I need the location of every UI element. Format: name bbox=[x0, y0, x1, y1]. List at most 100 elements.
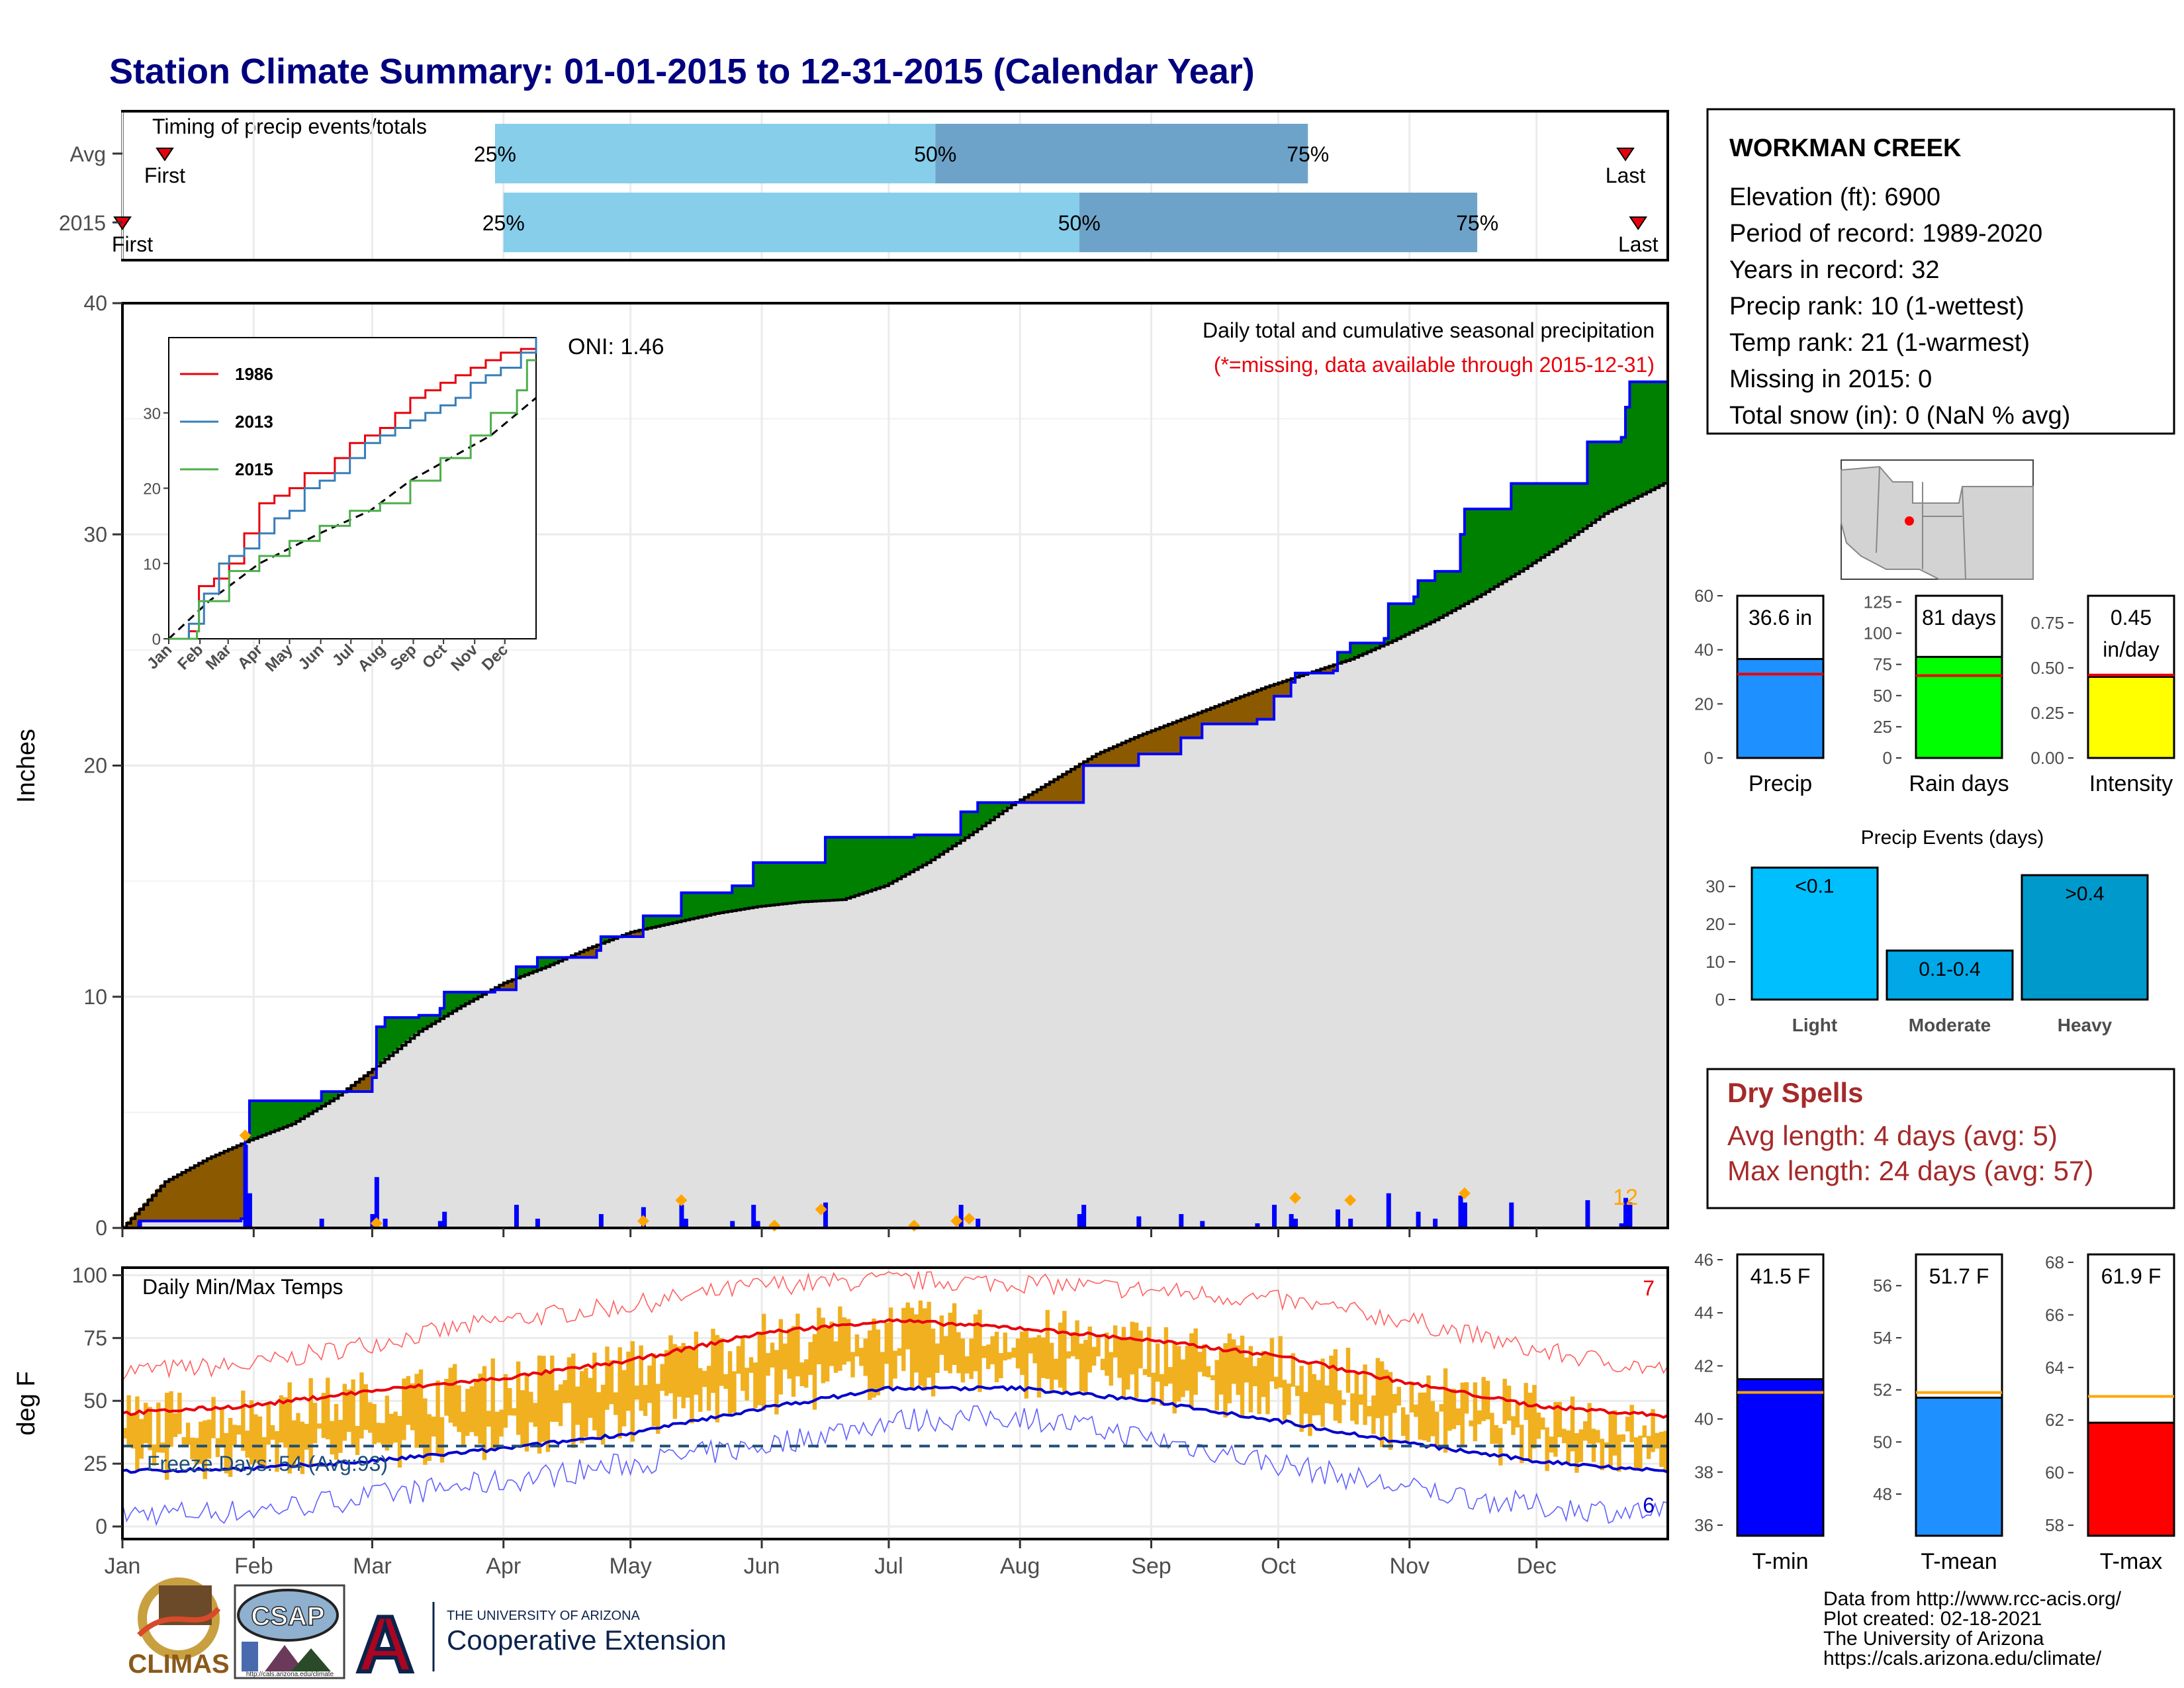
daily-precip-bar-21 bbox=[976, 1219, 981, 1228]
summary-ytick-T-min: 38 bbox=[1694, 1462, 1713, 1482]
record-count: 12 bbox=[1613, 1185, 1638, 1210]
temp-ytick: 0 bbox=[95, 1515, 107, 1538]
daily-precip-bar-32 bbox=[1348, 1219, 1353, 1228]
dry-spells-avg: Avg length: 4 days (avg: 5) bbox=[1727, 1120, 2058, 1151]
summary-ytick-T-max: 64 bbox=[2045, 1358, 2064, 1378]
daily-precip-bar-38 bbox=[1509, 1202, 1514, 1228]
station-info-line-5: Missing in 2015: 0 bbox=[1729, 365, 1932, 393]
coop-big-text: Cooperative Extension bbox=[447, 1624, 727, 1656]
logo-university: A THE UNIVERSITY OF ARIZONA Cooperative … bbox=[355, 1598, 727, 1688]
summary-value-unit-Intensity: in/day bbox=[2103, 637, 2159, 661]
timing-q75-label-1: 75% bbox=[1456, 211, 1498, 235]
summary-ytick-T-min: 46 bbox=[1694, 1250, 1713, 1270]
inset-series-1986 bbox=[169, 345, 537, 640]
summary-ytick-Intensity: 0.00 bbox=[2030, 748, 2064, 768]
summary-ytick-T-mean: 56 bbox=[1873, 1276, 1892, 1295]
daily-precip-bar-8 bbox=[442, 1211, 447, 1228]
event-bin-label-1: 0.1-0.4 bbox=[1919, 959, 1980, 980]
month-label: Oct bbox=[1261, 1554, 1296, 1579]
event-bar-Heavy bbox=[2021, 874, 2149, 1001]
record-max-count: 7 bbox=[1643, 1276, 1655, 1300]
temp-ytick: 50 bbox=[83, 1389, 107, 1413]
station-location-dot bbox=[1905, 516, 1914, 526]
location-map bbox=[1841, 459, 2034, 580]
inset-ytick: 0 bbox=[152, 631, 161, 649]
month-label: Apr bbox=[486, 1554, 521, 1579]
climas-logo-text: CLIMAS bbox=[128, 1650, 229, 1679]
timing-bar-q50-0 bbox=[935, 124, 1308, 183]
dry-spells-title: Dry Spells bbox=[1727, 1077, 1863, 1108]
daily-precip-bar-6 bbox=[383, 1219, 388, 1228]
daily-precip-bar-4 bbox=[370, 1214, 375, 1228]
summary-ytick-Rain days: 125 bbox=[1864, 592, 1892, 612]
precip-ytick: 40 bbox=[83, 291, 107, 315]
timing-last-marker-0 bbox=[1616, 148, 1635, 162]
logo-csap: CSAP http://cals.arizona.edu/climate bbox=[234, 1584, 345, 1679]
timing-bar-q25-1 bbox=[503, 193, 1079, 252]
inset-ytick: 30 bbox=[143, 405, 161, 423]
daily-temp-range-bars bbox=[122, 1300, 1668, 1480]
month-label: Sep bbox=[1131, 1554, 1171, 1579]
daily-precip-bar-27 bbox=[1255, 1223, 1260, 1228]
summary-ytick-T-mean: 48 bbox=[1873, 1484, 1892, 1504]
logo-climas: CLIMAS bbox=[128, 1577, 230, 1679]
arizona-a-logo: A bbox=[357, 1600, 414, 1688]
record-max-line bbox=[122, 1271, 1668, 1382]
temp-ytick: 25 bbox=[83, 1452, 107, 1476]
inset-legend-label-2013: 2013 bbox=[235, 412, 273, 432]
daily-precip-bar-13 bbox=[679, 1205, 684, 1228]
event-ytick: 20 bbox=[1706, 914, 1725, 934]
month-label: May bbox=[610, 1554, 652, 1579]
month-label: Jul bbox=[874, 1554, 903, 1579]
event-category-1: Moderate bbox=[1909, 1015, 1991, 1035]
summary-ytick-Precip: 60 bbox=[1694, 586, 1713, 606]
summary-ytick-T-mean: 54 bbox=[1873, 1328, 1892, 1348]
daily-precip-bar-20 bbox=[958, 1205, 964, 1228]
daily-precip-bar-22 bbox=[1077, 1214, 1082, 1228]
event-bar-Moderate bbox=[1886, 949, 2014, 1001]
daily-precip-bar-9 bbox=[514, 1205, 519, 1228]
precip-events-chart: Precip Events (days) <0.1 Light 0.1-0.4 Mode… bbox=[1706, 827, 2149, 1035]
timing-bar-q25-0 bbox=[494, 124, 936, 183]
coop-small-text: THE UNIVERSITY OF ARIZONA bbox=[447, 1609, 641, 1623]
summary-bar-T-max bbox=[2087, 1421, 2175, 1537]
daily-precip-bar-39 bbox=[1585, 1200, 1590, 1228]
timing-first-label-1: First bbox=[112, 232, 153, 256]
summary-ytick-Rain days: 50 bbox=[1873, 686, 1892, 706]
timing-title: Timing of precip events/totals bbox=[152, 115, 427, 138]
daily-record-marker-8 bbox=[963, 1213, 976, 1225]
daily-record-marker-9 bbox=[1289, 1192, 1302, 1204]
daily-precip-bar-30 bbox=[1293, 1219, 1298, 1228]
csap-logo-url: http://cals.arizona.edu/climate bbox=[246, 1671, 334, 1678]
timing-q50-label-0: 50% bbox=[914, 142, 956, 166]
oni-value: ONI: 1.46 bbox=[568, 334, 664, 359]
daily-record-marker-11 bbox=[1458, 1187, 1471, 1199]
timing-last-marker-1 bbox=[1629, 216, 1648, 230]
summary-bar-Intensity bbox=[2087, 676, 2175, 759]
precip-summary-bars: 0 20 40 60 36.6 in Precip 0 25 50 75 100 125 81 days… bbox=[1694, 586, 2175, 796]
timing-q25-label-0: 25% bbox=[474, 142, 516, 166]
summary-label-T-max: T-max bbox=[2100, 1549, 2162, 1574]
daily-precip-bar-15 bbox=[730, 1221, 735, 1228]
station-name: WORKMAN CREEK bbox=[1729, 134, 1962, 162]
record-min-count: 6 bbox=[1643, 1493, 1655, 1517]
freeze-days-text: Freeze Days: 54 (Avg:93) bbox=[147, 1452, 388, 1476]
avg-cumulative-area bbox=[122, 481, 1668, 1228]
daily-precip-bar-25 bbox=[1179, 1214, 1184, 1228]
summary-value-T-max: 61.9 F bbox=[2101, 1264, 2161, 1288]
summary-ytick-Precip: 40 bbox=[1694, 640, 1713, 660]
summary-ytick-T-min: 42 bbox=[1694, 1356, 1713, 1376]
station-info-box: WORKMAN CREEK Elevation (ft): 6900 Period… bbox=[1706, 108, 2175, 435]
temp-frame bbox=[121, 1266, 1669, 1540]
summary-ytick-T-max: 62 bbox=[2045, 1410, 2064, 1430]
daily-precip-bar-23 bbox=[1081, 1205, 1087, 1228]
summary-ytick-Intensity: 0.50 bbox=[2030, 658, 2064, 678]
event-bin-label-0: <0.1 bbox=[1795, 876, 1834, 898]
inset-series-2013 bbox=[169, 338, 537, 640]
station-info-line-1: Period of record: 1989-2020 bbox=[1729, 220, 2042, 248]
daily-precip-bar-36 bbox=[1458, 1196, 1463, 1228]
page-title: Station Climate Summary: 01-01-2015 to 1… bbox=[109, 52, 1255, 91]
temp-panel-title: Daily Min/Max Temps bbox=[142, 1275, 343, 1299]
month-label: Jun bbox=[744, 1554, 780, 1579]
inset-ytick: 20 bbox=[143, 481, 161, 498]
